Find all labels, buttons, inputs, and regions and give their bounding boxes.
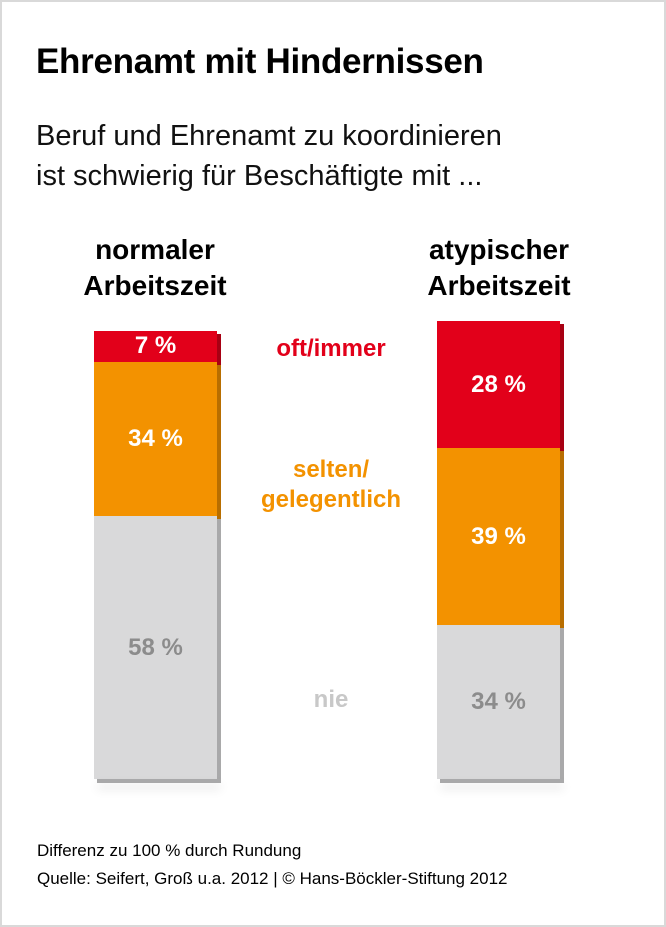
bar-segment: 28 % — [437, 321, 560, 449]
subtitle-line-2: ist schwierig für Beschäftigte mit ... — [36, 160, 483, 192]
bar-side-shade — [560, 451, 564, 628]
bar-segment: 34 % — [94, 362, 217, 517]
chart-title: Ehrenamt mit Hindernissen — [36, 42, 484, 81]
legend-label-oft: oft/immer — [276, 335, 386, 362]
data-label: 28 % — [471, 370, 526, 398]
legend-label-nie: nie — [313, 686, 349, 713]
bar-segment: 39 % — [437, 448, 560, 625]
footnote: Differenz zu 100 % durch Rundung — [37, 841, 302, 860]
bar-bottom-shade — [440, 779, 564, 783]
bar-side-shade — [560, 627, 564, 782]
bar-bottom-shade — [97, 779, 221, 783]
data-label: 39 % — [471, 522, 526, 550]
category-label-atypical: atypischer Arbeitszeit — [389, 232, 609, 304]
category-label-line: normaler — [95, 234, 215, 265]
data-label: 58 % — [128, 633, 183, 661]
bar-side-shade — [217, 519, 221, 782]
bar-segment: 58 % — [94, 516, 217, 779]
chart-subtitle: Beruf und Ehrenamt zu koordinieren ist s… — [36, 116, 502, 196]
data-label: 7 % — [134, 332, 177, 360]
bar-side-shade — [217, 365, 221, 520]
category-label-normal: normaler Arbeitszeit — [45, 232, 265, 304]
bar-segment: 7 % — [94, 330, 217, 363]
subtitle-line-1: Beruf und Ehrenamt zu koordinieren — [36, 120, 502, 152]
legend-label-selten: selten/ gelegentlich — [231, 455, 431, 515]
source: Quelle: Seifert, Groß u.a. 2012 | © Hans… — [37, 869, 508, 888]
category-label-line: Arbeitszeit — [427, 270, 571, 301]
category-label-line: Arbeitszeit — [83, 270, 227, 301]
legend-label-line: gelegentlich — [260, 486, 402, 513]
data-label: 34 % — [471, 687, 526, 715]
bar-side-shade — [560, 324, 564, 452]
category-label-line: atypischer — [428, 234, 570, 265]
bar-segment: 34 % — [437, 624, 560, 779]
legend-label-line: selten/ — [292, 456, 370, 483]
data-label: 34 % — [128, 425, 183, 453]
bar-side-shade — [217, 333, 221, 366]
